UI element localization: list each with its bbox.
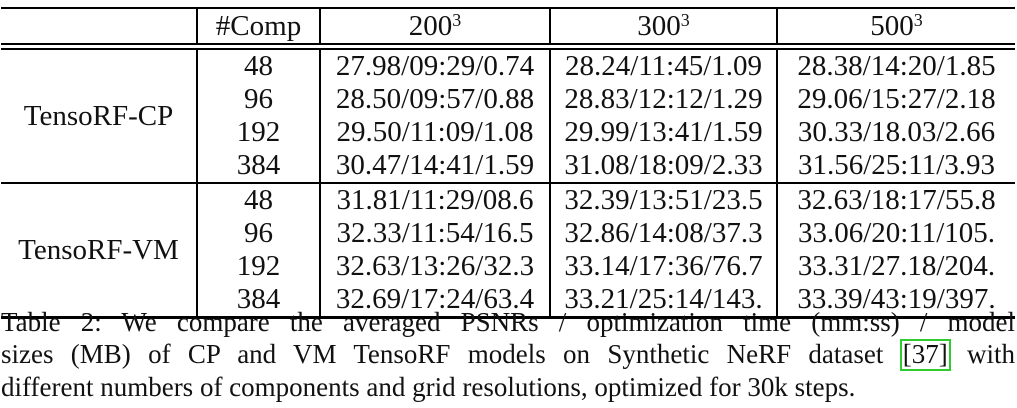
table-row: 384 32.69/17:24/63.4 33.21/25:14/143. 33… (1, 283, 1015, 318)
table-row: TensoRF-VM 48 31.81/11:29/08.6 32.39/13:… (1, 182, 1015, 318)
table-row: 192 32.63/13:26/32.3 33.14/17:36/76.7 33… (1, 250, 1015, 283)
cell-300: 28.24/11:45/1.09 (549, 46, 777, 83)
cell-300: 32.86/14:08/37.3 (549, 217, 777, 250)
cell-300: 33.14/17:36/76.7 (549, 250, 777, 283)
row-label-tensorf-cp: TensoRF-CP (23, 99, 174, 132)
citation-link[interactable]: [37] (899, 339, 951, 371)
caption-line-3: different numbers of components and grid… (1, 372, 856, 402)
cell-300: 31.08/18:09/2.33 (549, 149, 777, 183)
comp-cell: 384 (196, 283, 320, 318)
comp-cell: 48 (196, 182, 320, 217)
cell-500: 33.31/27.18/204. (776, 250, 1015, 283)
cell-500: 28.38/14:20/1.85 (776, 46, 1015, 83)
section-tensorf-vm: TensoRF-VM 48 31.81/11:29/08.6 32.39/13:… (1, 182, 1015, 318)
cell-200: 31.81/11:29/08.6 (319, 182, 550, 217)
caption-line-2: sizes (MB) of CP and VM TensoRF models o… (1, 338, 1015, 371)
comp-cell: 96 (196, 217, 320, 250)
comp-cell: 96 (196, 83, 320, 116)
cell-500: 29.06/15:27/2.18 (776, 83, 1015, 116)
table-row: TensoRF-CP 48 27.98/09:29/0.74 28.24/11:… (1, 46, 1015, 132)
column-header-300: 3003 (549, 8, 777, 50)
comp-cell: 384 (196, 149, 320, 183)
column-header-200: 2003 (319, 8, 550, 50)
cell-500: 30.33/18.03/2.66 (776, 116, 1015, 149)
comp-cell: 192 (196, 250, 320, 283)
cell-300: 32.39/13:51/23.5 (549, 182, 777, 217)
column-header-500: 5003 (776, 8, 1015, 50)
cell-200: 28.50/09:57/0.88 (319, 83, 550, 116)
table-header-row: #Comp 2003 3003 5003 (1, 8, 1015, 50)
row-label-tensorf-vm: TensoRF-VM (1, 182, 197, 318)
caption-text: with (949, 339, 1015, 369)
table-row: 384 30.47/14:41/1.59 31.08/18:09/2.33 31… (1, 149, 1015, 183)
cell-500: 31.56/25:11/3.93 (776, 149, 1015, 183)
cell-200: 32.63/13:26/32.3 (319, 250, 550, 283)
cell-500: 33.06/20:11/105. (776, 217, 1015, 250)
cell-200: 27.98/09:29/0.74 (319, 46, 550, 83)
section-tensorf-cp: TensoRF-CP 48 27.98/09:29/0.74 28.24/11:… (1, 46, 1015, 183)
cell-300: 28.83/12:12/1.29 (549, 83, 777, 116)
table-row: 96 32.33/11:54/16.5 32.86/14:08/37.3 33.… (1, 217, 1015, 250)
cell-200: 32.69/17:24/63.4 (319, 283, 550, 318)
comp-cell: 192 (196, 116, 320, 149)
cell-200: 32.33/11:54/16.5 (319, 217, 550, 250)
cell-300: 33.21/25:14/143. (549, 283, 777, 318)
column-header-comp: #Comp (196, 8, 320, 50)
cell-500: 33.39/43:19/397. (776, 283, 1015, 318)
results-table: #Comp 2003 3003 5003 TensoRF-CP 48 27.98… (1, 7, 1015, 319)
cell-500: 32.63/18:17/55.8 (776, 182, 1015, 217)
caption-line-1: Table 2: We compare the averaged PSNRs /… (1, 307, 1015, 337)
cell-200: 29.50/11:09/1.08 (319, 116, 550, 149)
cell-300: 29.99/13:41/1.59 (549, 116, 777, 149)
corner-cell (1, 8, 197, 50)
table-row: 192 29.50/11:09/1.08 29.99/13:41/1.59 30… (1, 116, 1015, 149)
cell-200: 30.47/14:41/1.59 (319, 149, 550, 183)
caption: Table 2: We compare the averaged PSNRs /… (1, 306, 1015, 403)
caption-text: sizes (MB) of CP and VM TensoRF models o… (1, 339, 901, 369)
comp-cell: 48 (196, 46, 320, 83)
table-row: 96 28.50/09:57/0.88 28.83/12:12/1.29 29.… (1, 83, 1015, 116)
